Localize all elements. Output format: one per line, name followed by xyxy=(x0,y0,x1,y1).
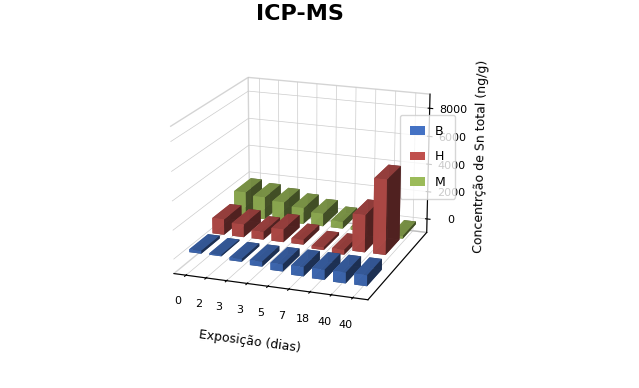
Title: ICP-MS: ICP-MS xyxy=(256,4,344,24)
X-axis label: Exposição (dias): Exposição (dias) xyxy=(199,328,302,355)
Legend: B, H, M: B, H, M xyxy=(400,115,456,199)
